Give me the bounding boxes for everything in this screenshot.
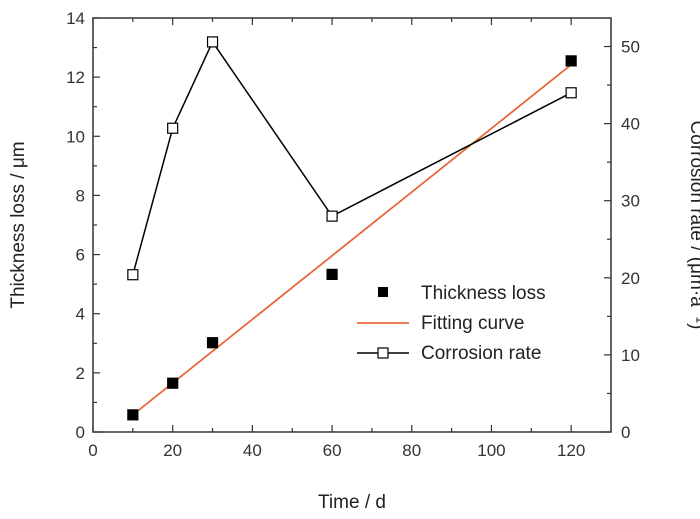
legend-marker-thickness-loss [378,287,388,297]
y-right-tick-label: 40 [621,115,640,134]
legend-marker-corrosion-rate [377,347,389,359]
y-right-tick-label: 50 [621,38,640,57]
y-left-tick-label: 12 [66,68,85,87]
x-tick-label: 40 [243,441,262,460]
legend-label-corrosion-rate: Corrosion rate [421,343,541,364]
series-line-fitting-curve [132,64,572,416]
data-point-thickness-loss [565,55,577,67]
y-left-tick-label: 8 [76,186,85,205]
x-tick-label: 0 [88,441,97,460]
data-point-thickness-loss [127,409,139,421]
y-left-tick-label: 4 [76,305,85,324]
y-right-tick-label: 0 [621,423,630,442]
ticks: 0 20 40 60 80 100 120 0 2 4 6 8 10 12 14 0 10 20 30 40 50 [66,9,640,460]
y-left-tick-label: 2 [76,364,85,383]
y-axis-title-right: Corrosion rate / (μm·a⁻¹) [686,121,700,330]
y-right-tick-label: 10 [621,346,640,365]
x-tick-label: 20 [163,441,182,460]
y-left-tick-label: 6 [76,246,85,265]
x-axis-title: Time / d [318,492,386,513]
data-point-thickness-loss [167,377,179,389]
data-point-corrosion-rate [127,269,139,281]
series-layer [127,36,577,421]
x-tick-label: 60 [323,441,342,460]
data-point-corrosion-rate [326,210,338,222]
y-right-tick-label: 30 [621,192,640,211]
y-left-tick-label: 14 [66,9,85,28]
legend-label-fitting-curve: Fitting curve [421,313,524,334]
data-point-thickness-loss [206,337,219,349]
data-point-thickness-loss [326,268,338,280]
y-left-tick-label: 0 [76,423,85,442]
legend: Thickness loss Fitting curve Corrosion r… [357,283,546,364]
y-axis-title-left: Thickness loss / μm [8,141,29,308]
plot-frame [92,17,612,433]
data-point-corrosion-rate [206,36,219,48]
x-tick-label: 80 [402,441,421,460]
legend-label-thickness-loss: Thickness loss [421,283,546,304]
y-right-tick-label: 20 [621,269,640,288]
x-tick-label: 120 [557,441,585,460]
data-point-corrosion-rate [167,122,179,134]
data-point-corrosion-rate [565,87,577,99]
y-left-tick-label: 10 [66,127,85,146]
x-tick-label: 100 [477,441,505,460]
